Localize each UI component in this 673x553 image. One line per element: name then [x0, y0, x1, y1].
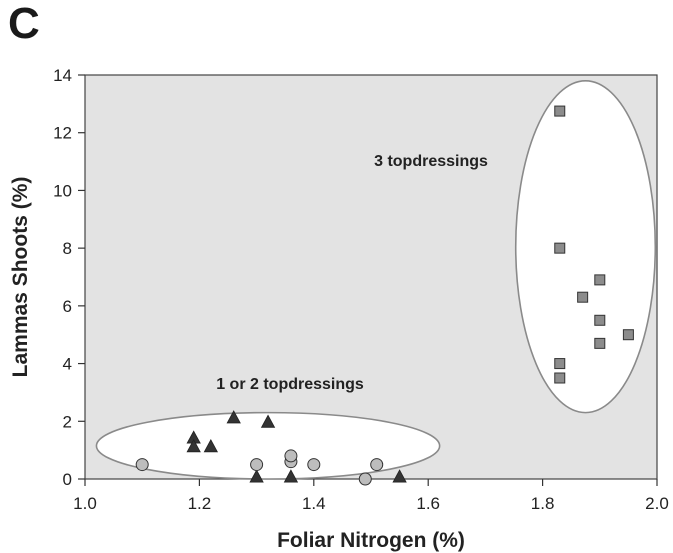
y-tick-label: 14 [53, 66, 72, 85]
square-point [594, 314, 606, 326]
square-point [554, 105, 566, 117]
circle-point [250, 458, 264, 472]
x-tick-label: 1.2 [188, 494, 212, 513]
y-tick-label: 6 [63, 297, 72, 316]
triangle-point [260, 414, 276, 428]
triangle-point [186, 438, 201, 453]
circle-point [135, 458, 149, 472]
group-ellipse [514, 79, 657, 414]
square-point [554, 358, 566, 370]
group-ellipses: 1 or 2 topdressings 3 topdressings [95, 79, 657, 480]
y-tick-label: 4 [63, 355, 72, 374]
circle-point [284, 449, 298, 463]
y-tick-label: 12 [53, 124, 72, 143]
square-point [577, 291, 589, 303]
y-tick-label: 10 [53, 181, 72, 200]
group-label: 1 or 2 topdressings [216, 376, 364, 393]
data-points [135, 105, 634, 486]
circle-point [370, 458, 384, 472]
square-point [594, 274, 606, 286]
square-point [594, 337, 606, 349]
y-axis-title: Lammas Shoots (%) [9, 177, 32, 378]
square-point [622, 329, 634, 341]
group-label: 3 topdressings [374, 153, 488, 170]
x-tick-label: 1.8 [531, 494, 555, 513]
triangle-point [283, 469, 299, 483]
y-tick-label: 0 [63, 470, 72, 489]
x-tick-label: 2.0 [645, 494, 669, 513]
square-point [554, 372, 566, 384]
panel-label: C [8, 0, 40, 48]
x-tick-label: 1.4 [302, 494, 326, 513]
circle-point [358, 472, 372, 486]
square-point [554, 242, 566, 254]
group-ellipse [95, 411, 441, 480]
x-axis-title: Foliar Nitrogen (%) [277, 529, 465, 552]
axes: 1.0 1.2 1.4 1.6 1.8 2.0 0 2 4 6 8 10 12 14 [53, 66, 669, 513]
y-tick-label: 8 [63, 239, 72, 258]
triangle-point [249, 469, 264, 483]
triangle-point [226, 410, 241, 424]
triangle-point [203, 438, 219, 453]
circle-point [307, 458, 321, 472]
x-tick-label: 1.0 [73, 494, 97, 513]
x-tick-label: 1.6 [416, 494, 440, 513]
triangle-point [392, 469, 407, 483]
y-tick-label: 2 [63, 412, 72, 431]
